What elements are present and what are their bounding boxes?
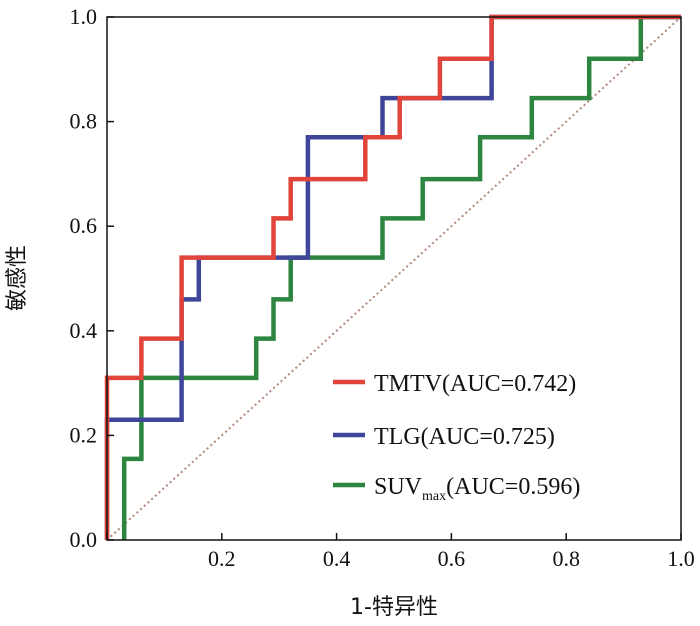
plot-frame — [106, 16, 682, 541]
reference-diagonal — [106, 16, 682, 541]
y-tick-label: 1.0 — [70, 4, 98, 29]
x-tick-label: 0.4 — [323, 546, 351, 571]
y-tick-label: 0.2 — [70, 422, 98, 447]
legend-label: TMTV(AUC=0.742) — [374, 371, 576, 397]
y-tick-label: 0.8 — [70, 109, 98, 134]
y-tick-label: 0.4 — [70, 318, 98, 343]
series-line-2 — [121, 14, 681, 540]
reference-diagonal-layer — [106, 16, 682, 541]
y-tick-label: 0.6 — [70, 213, 98, 238]
y-axis-title: 敏感性 — [5, 245, 30, 311]
x-tick-label: 0.8 — [552, 546, 580, 571]
y-tick-label: 0.0 — [70, 527, 98, 552]
x-tick-label: 0.2 — [208, 546, 236, 571]
x-tick-label: 0.6 — [438, 546, 466, 571]
legend-label: TLG(AUC=0.725) — [374, 424, 555, 450]
legend-label: SUVmax(AUC=0.596) — [374, 474, 580, 504]
series-line-0 — [104, 14, 681, 540]
x-tick-label: 1.0 — [667, 546, 695, 571]
x-axis-title: 1-特异性 — [350, 595, 438, 620]
tick-layer: 0.2 0.4 0.6 0.8 1.0 0.0 0.2 0.4 0.6 0.8 1.0 — [70, 4, 695, 571]
legend: TMTV(AUC=0.742) TLG(AUC=0.725) SUVmax(AUC=… — [333, 371, 580, 504]
series-layer — [104, 14, 681, 540]
